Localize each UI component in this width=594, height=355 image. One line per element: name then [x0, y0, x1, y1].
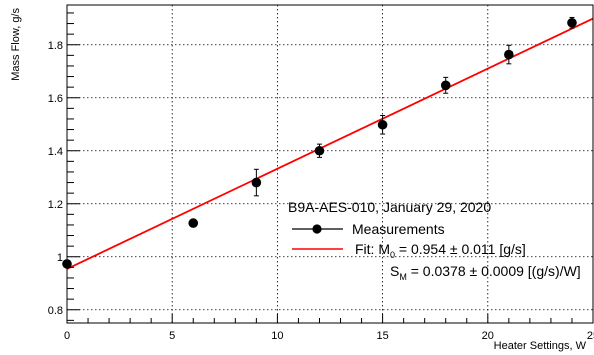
data-point-marker [440, 80, 451, 91]
data-point-marker [314, 145, 325, 156]
x-tick-label: 15 [376, 330, 388, 342]
legend-measurements-label: Measurements [352, 221, 445, 237]
y-tick-label: 1.2 [48, 199, 63, 211]
legend-header: B9A-AES-010, January 29, 2020 [288, 199, 491, 215]
x-tick-label: 20 [482, 330, 494, 342]
y-tick-label: 1 [57, 252, 63, 264]
legend: B9A-AES-010, January 29, 2020 Measuremen… [288, 199, 581, 282]
data-points [62, 16, 577, 269]
fit-line-segment [66, 17, 594, 270]
y-tick-label: 1.4 [48, 146, 63, 158]
data-point-marker [188, 218, 199, 228]
plot-frame [66, 4, 594, 324]
y-axis-label: Mass Flow, g/s [10, 8, 22, 81]
data-point [504, 44, 514, 65]
legend-slope-label-suffix: = 0.0378 ± 0.0009 [(g/s)/W] [407, 263, 581, 279]
axis-ticks [66, 12, 594, 323]
legend-slope-label: SM = 0.0378 ± 0.0009 [(g/s)/W] [390, 263, 581, 282]
x-tick-label: 5 [169, 330, 175, 342]
y-tick-label: 1.6 [48, 93, 63, 105]
legend-fit-label-sub: 0 [390, 250, 395, 260]
x-tick-label: 10 [271, 330, 283, 342]
data-point [188, 218, 199, 228]
tick-labels: 0 5 10 15 20 25 0.8 1 1.2 1.4 1.6 1.8 [48, 40, 594, 342]
data-point [314, 143, 325, 158]
legend-measurements-marker [312, 224, 322, 234]
x-axis-label: Heater Settings, W [494, 340, 587, 352]
data-point-marker [504, 49, 514, 60]
legend-slope-label-prefix: S [390, 263, 399, 279]
grid-lines [67, 5, 593, 323]
x-tick-label: 25 [587, 330, 594, 342]
legend-fit-label: Fit: M0 = 0.954 ± 0.011 [g/s] [355, 241, 526, 260]
data-point-marker [567, 17, 577, 28]
legend-fit-label-prefix: Fit: M [355, 241, 390, 257]
fit-line [66, 17, 594, 270]
y-tick-label: 0.8 [48, 305, 63, 317]
data-point [377, 115, 388, 135]
data-point [251, 168, 262, 197]
data-point-marker [251, 177, 262, 188]
y-tick-label: 1.8 [48, 40, 63, 52]
x-tick-label: 0 [64, 330, 70, 342]
legend-slope-label-sub: M [399, 272, 407, 282]
data-point-marker [377, 119, 388, 130]
data-point [567, 16, 577, 29]
data-point [440, 76, 451, 94]
legend-fit-label-suffix: = 0.954 ± 0.011 [g/s] [395, 241, 526, 257]
